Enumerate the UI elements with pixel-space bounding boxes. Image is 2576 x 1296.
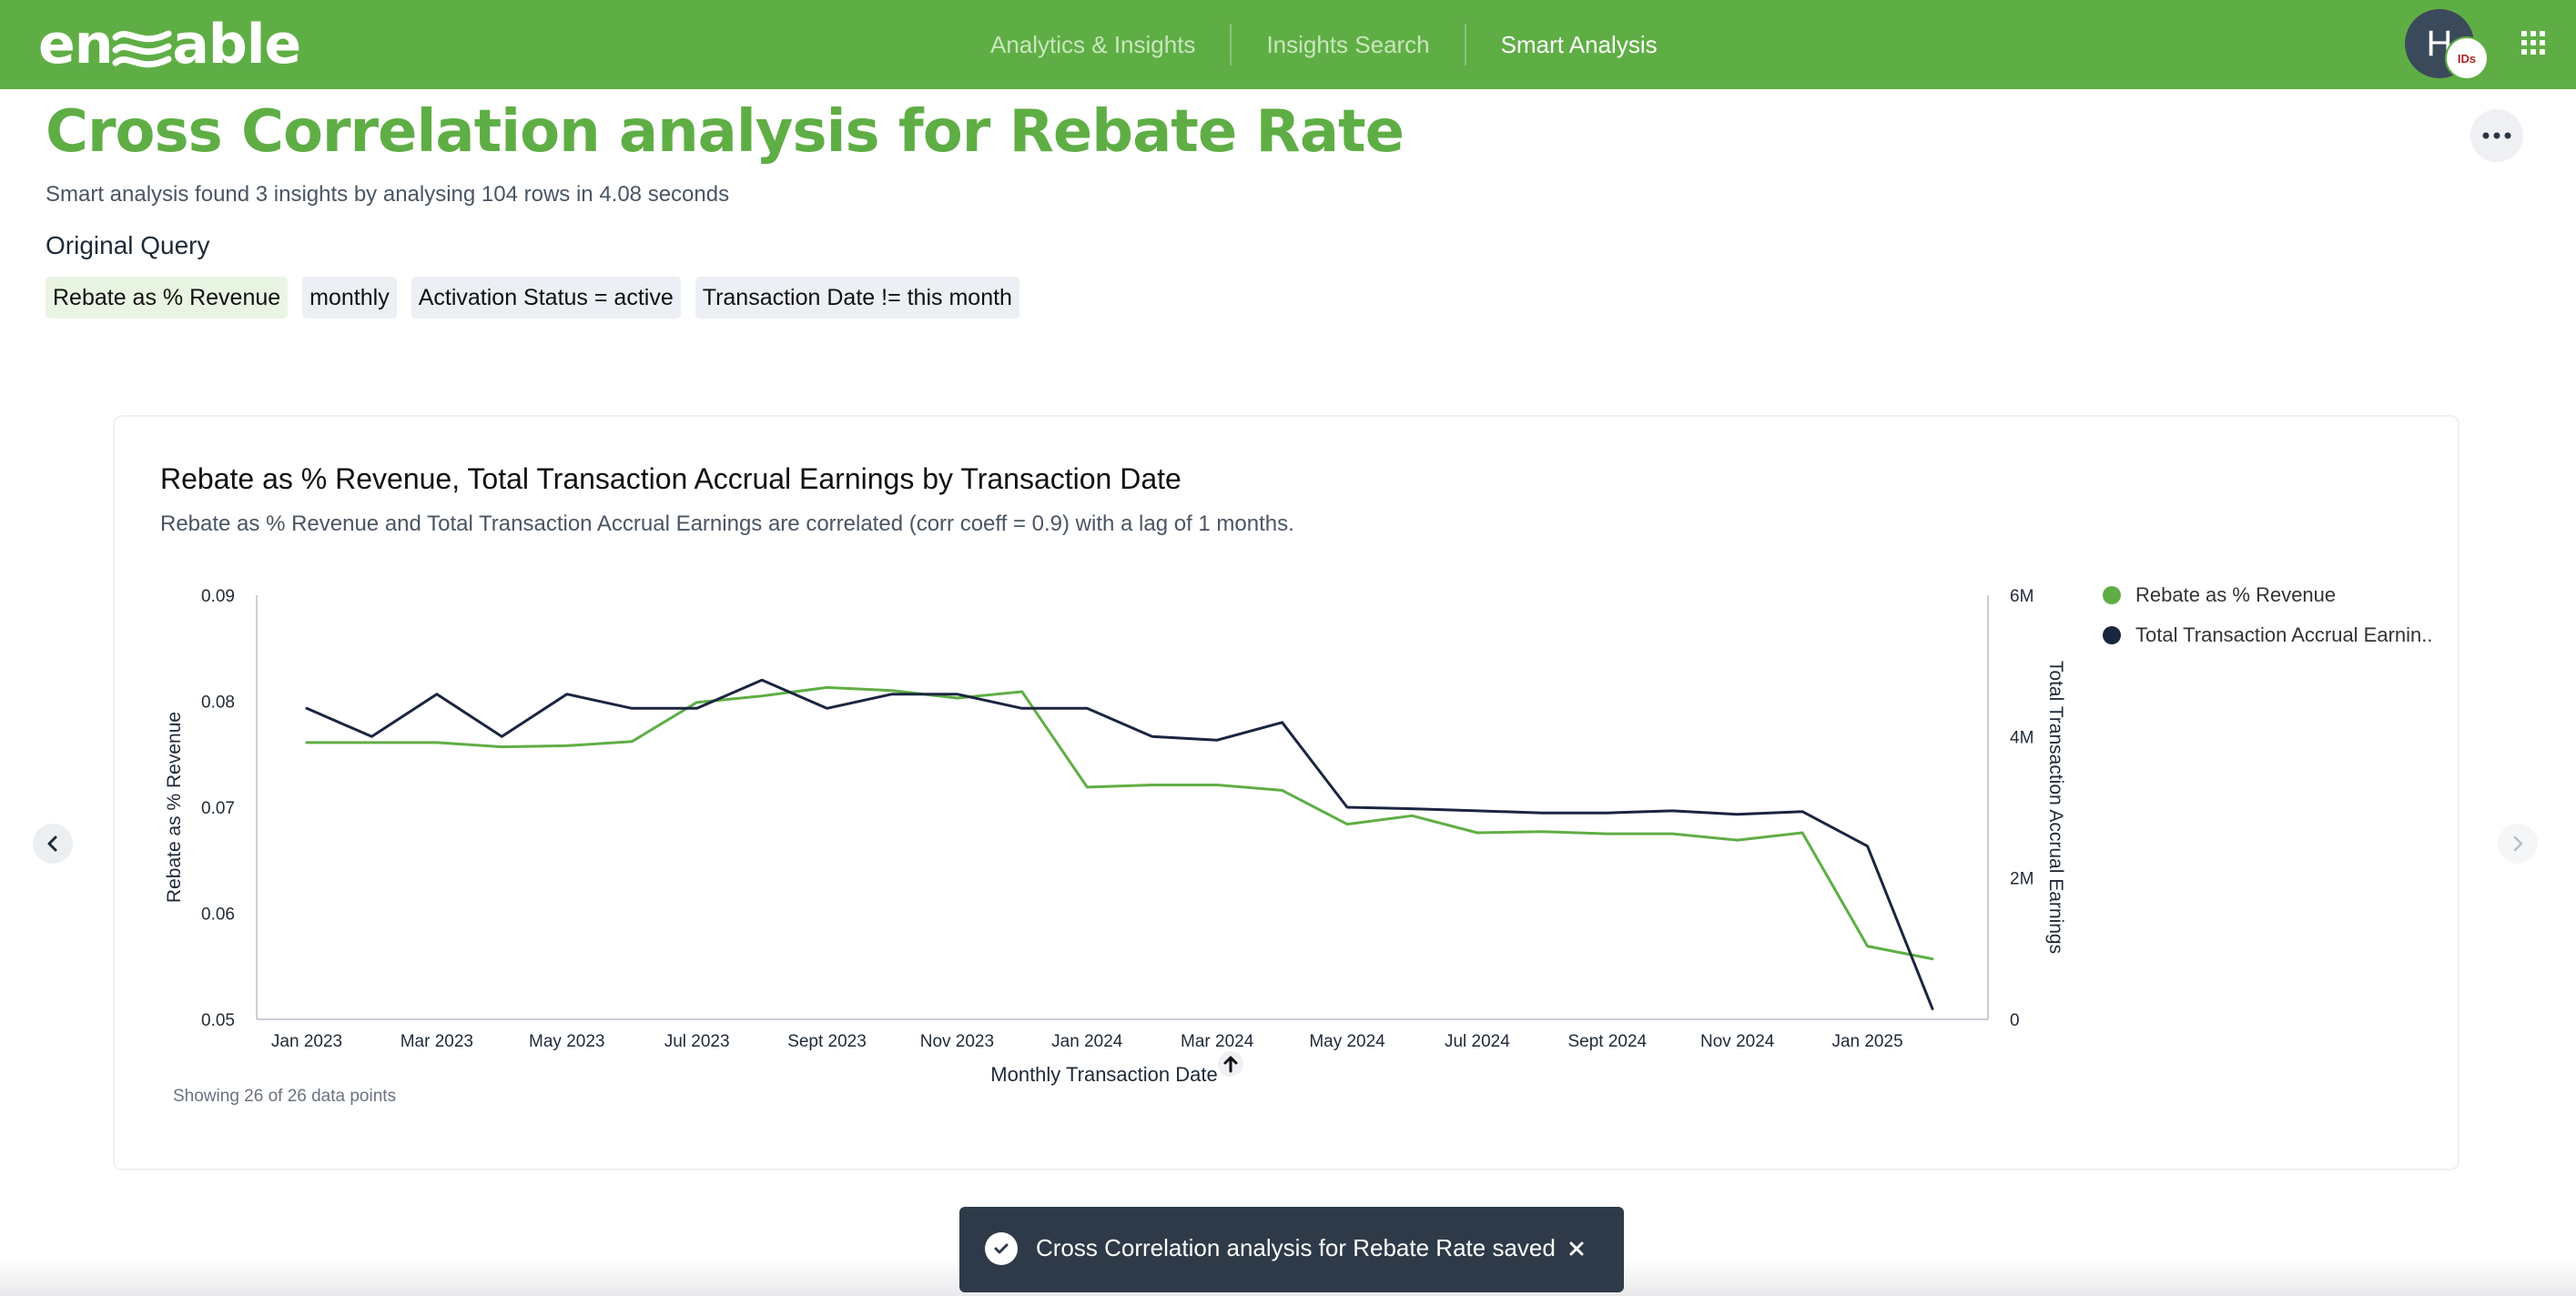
nav-insights-search[interactable]: Insights Search <box>1266 31 1430 58</box>
x-tick-label: Jan 2024 <box>1051 1032 1123 1051</box>
more-dots-icon <box>2482 132 2511 139</box>
x-axis-title: Monthly Transaction Date <box>990 1063 1217 1086</box>
x-tick-label: Sept 2024 <box>1567 1032 1647 1051</box>
logo-text-right: able <box>172 13 301 76</box>
x-tick-label: Jan 2025 <box>1831 1032 1902 1051</box>
x-tick-label: Jul 2024 <box>1445 1032 1510 1051</box>
x-tick-label: Nov 2024 <box>1700 1032 1775 1051</box>
card-title: Rebate as % Revenue, Total Transaction A… <box>160 462 1182 495</box>
logo-text-left: en <box>38 13 113 76</box>
series-line-rebate[interactable] <box>305 685 1934 961</box>
insight-card: Rebate as % Revenue, Total Transaction A… <box>113 415 2459 1170</box>
legend-item-earnings[interactable]: Total Transaction Accrual Earnin.. <box>2103 615 2433 655</box>
x-tick-label: Mar 2024 <box>1181 1032 1254 1051</box>
page-title: Cross Correlation analysis for Rebate Ra… <box>46 98 1405 166</box>
apps-grid-icon[interactable] <box>2520 29 2547 56</box>
main-nav: Analytics & Insights Insights Search Sma… <box>956 20 1692 69</box>
more-options-button[interactable] <box>2470 109 2523 162</box>
x-tick-label: Jan 2023 <box>271 1032 342 1051</box>
top-bar: en able Analytics & Insights Insights Se… <box>0 0 2576 89</box>
arrow-up-icon[interactable] <box>1218 1051 1243 1077</box>
toast-message: Cross Correlation analysis for Rebate Ra… <box>1036 1234 1556 1261</box>
y2-axis-title: Total Transaction Accrual Earnings <box>2045 661 2066 954</box>
chevron-right-icon <box>2513 835 2523 852</box>
y2-tick-label: 4M <box>2010 728 2033 747</box>
y2-tick-label: 0 <box>2010 1011 2020 1030</box>
data-points-note: Showing 26 of 26 data points <box>173 1087 397 1106</box>
nav-divider <box>1230 24 1232 66</box>
query-chip-granularity[interactable]: monthly <box>302 277 397 319</box>
query-chips: Rebate as % Revenue monthly Activation S… <box>46 277 1019 319</box>
x-tick-label: Nov 2023 <box>920 1032 994 1051</box>
x-tick-label: Jul 2023 <box>664 1032 730 1051</box>
x-tick-label: Sept 2023 <box>787 1032 867 1051</box>
y-tick-label: 0.09 <box>201 587 235 606</box>
card-subtitle: Rebate as % Revenue and Total Transactio… <box>160 511 1294 536</box>
y2-tick-label: 2M <box>2010 870 2033 889</box>
nav-smart-analysis[interactable]: Smart Analysis <box>1500 31 1658 58</box>
nav-divider <box>1464 24 1466 66</box>
close-icon[interactable] <box>1564 1236 1589 1261</box>
legend-label-rebate: Rebate as % Revenue <box>2135 583 2337 606</box>
legend-dot-rebate <box>2103 586 2121 604</box>
enable-logo[interactable]: en able <box>38 13 301 76</box>
series-line-earnings[interactable] <box>305 678 1934 1010</box>
x-tick-label: Mar 2023 <box>401 1032 473 1051</box>
chevron-left-icon <box>47 835 57 852</box>
sort-arrow-path <box>1223 1056 1238 1073</box>
analysis-summary: Smart analysis found 3 insights by analy… <box>46 182 730 207</box>
query-chip-measure[interactable]: Rebate as % Revenue <box>46 277 289 319</box>
line-chart: 0.05 0.06 0.07 0.08 0.09 0 2M 4M 6M Jan 2023 Mar 2… <box>164 587 2066 1086</box>
x-tick-label: May 2024 <box>1309 1032 1385 1051</box>
y-tick-label: 0.08 <box>201 694 235 713</box>
org-badge: IDs <box>2445 36 2489 80</box>
y-axis-title: Rebate as % Revenue <box>164 712 185 903</box>
toast-notification: Cross Correlation analysis for Rebate Ra… <box>959 1207 1624 1292</box>
y-tick-label: 0.06 <box>201 906 235 925</box>
chart-legend: Rebate as % Revenue Total Transaction Ac… <box>2103 575 2433 655</box>
carousel-next-button[interactable] <box>2498 824 2538 864</box>
legend-label-earnings: Total Transaction Accrual Earnin.. <box>2135 623 2433 646</box>
nav-analytics-insights[interactable]: Analytics & Insights <box>990 31 1196 58</box>
y2-tick-label: 6M <box>2010 587 2033 606</box>
check-circle-icon <box>985 1232 1018 1265</box>
logo-wave-icon <box>112 30 172 68</box>
legend-item-rebate[interactable]: Rebate as % Revenue <box>2103 575 2433 615</box>
x-tick-label: May 2023 <box>529 1032 604 1051</box>
y-tick-label: 0.05 <box>201 1011 235 1030</box>
original-query-label: Original Query <box>46 231 210 259</box>
carousel-prev-button[interactable] <box>33 824 73 864</box>
y-tick-label: 0.07 <box>201 799 235 818</box>
query-chip-filter-status[interactable]: Activation Status = active <box>411 277 681 319</box>
legend-dot-earnings <box>2103 626 2121 644</box>
query-chip-filter-date[interactable]: Transaction Date != this month <box>695 277 1019 319</box>
